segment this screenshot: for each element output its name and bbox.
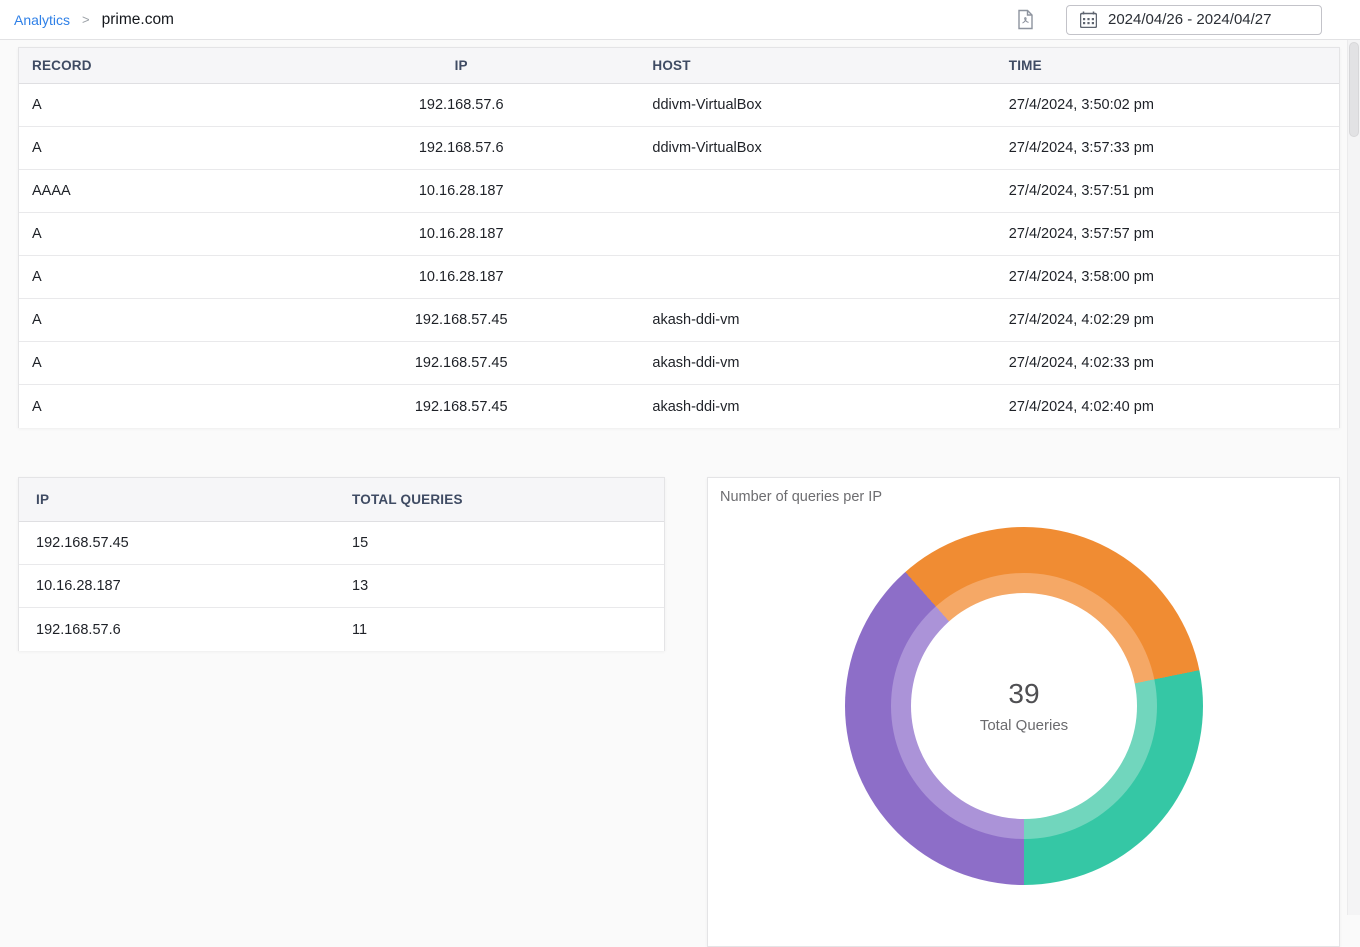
table-row: 192.168.57.6 11 bbox=[19, 608, 664, 651]
record-cell: A bbox=[19, 97, 283, 113]
host-cell: akash-ddi-vm bbox=[639, 312, 995, 328]
queries-donut-chart-card: Number of queries per IP 39 Total Querie… bbox=[707, 477, 1340, 947]
table-row: A 192.168.57.45 akash-ddi-vm 27/4/2024, … bbox=[19, 385, 1339, 428]
export-pdf-button[interactable] bbox=[1014, 8, 1036, 32]
time-cell: 27/4/2024, 4:02:29 pm bbox=[996, 312, 1339, 328]
total-queries-cell: 15 bbox=[335, 535, 664, 551]
ip-cell: 192.168.57.45 bbox=[283, 355, 639, 371]
time-cell: 27/4/2024, 3:57:57 pm bbox=[996, 226, 1339, 242]
ip-cell: 192.168.57.6 bbox=[283, 140, 639, 156]
pdf-file-icon bbox=[1017, 9, 1034, 30]
records-table-header: RECORD IP HOST TIME bbox=[19, 48, 1339, 84]
donut-chart: 39 Total Queries bbox=[845, 527, 1203, 885]
table-row: A 192.168.57.45 akash-ddi-vm 27/4/2024, … bbox=[19, 299, 1339, 342]
host-cell: ddivm-VirtualBox bbox=[639, 97, 995, 113]
time-cell: 27/4/2024, 3:50:02 pm bbox=[996, 97, 1339, 113]
table-row: 10.16.28.187 13 bbox=[19, 565, 664, 608]
record-cell: A bbox=[19, 140, 283, 156]
column-header-ip: IP bbox=[283, 58, 639, 73]
table-row: A 10.16.28.187 27/4/2024, 3:58:00 pm bbox=[19, 256, 1339, 299]
time-cell: 27/4/2024, 3:57:33 pm bbox=[996, 140, 1339, 156]
top-bar: Analytics > prime.com 2024/04/26 - 2024/… bbox=[0, 0, 1360, 40]
record-cell: A bbox=[19, 226, 283, 242]
vertical-scrollbar-track[interactable] bbox=[1347, 40, 1360, 915]
column-header-ip: IP bbox=[19, 492, 335, 507]
queries-table-header: IP TOTAL QUERIES bbox=[19, 478, 664, 522]
table-row: 192.168.57.45 15 bbox=[19, 522, 664, 565]
host-cell: akash-ddi-vm bbox=[639, 355, 995, 371]
record-cell: A bbox=[19, 355, 283, 371]
table-row: A 192.168.57.6 ddivm-VirtualBox 27/4/202… bbox=[19, 127, 1339, 170]
column-header-time: TIME bbox=[996, 58, 1339, 73]
breadcrumb-analytics-link[interactable]: Analytics bbox=[14, 12, 70, 28]
queries-per-ip-card: IP TOTAL QUERIES 192.168.57.45 15 10.16.… bbox=[18, 477, 665, 651]
dns-records-card: RECORD IP HOST TIME A 192.168.57.6 ddivm… bbox=[18, 47, 1340, 428]
record-cell: A bbox=[19, 312, 283, 328]
chart-title: Number of queries per IP bbox=[708, 478, 1339, 505]
ip-cell: 10.16.28.187 bbox=[283, 269, 639, 285]
column-header-host: HOST bbox=[639, 58, 995, 73]
ip-cell: 192.168.57.45 bbox=[283, 399, 639, 415]
record-cell: A bbox=[19, 399, 283, 415]
total-queries-value: 39 bbox=[1008, 678, 1039, 710]
record-cell: A bbox=[19, 269, 283, 285]
record-cell: AAAA bbox=[19, 183, 283, 199]
ip-cell: 10.16.28.187 bbox=[283, 226, 639, 242]
time-cell: 27/4/2024, 3:58:00 pm bbox=[996, 269, 1339, 285]
breadcrumb: Analytics > prime.com bbox=[0, 11, 174, 29]
table-row: AAAA 10.16.28.187 27/4/2024, 3:57:51 pm bbox=[19, 170, 1339, 213]
total-queries-label: Total Queries bbox=[980, 717, 1068, 734]
table-row: A 192.168.57.6 ddivm-VirtualBox 27/4/202… bbox=[19, 84, 1339, 127]
ip-cell: 192.168.57.45 bbox=[283, 312, 639, 328]
breadcrumb-separator: > bbox=[82, 12, 90, 27]
table-row: A 192.168.57.45 akash-ddi-vm 27/4/2024, … bbox=[19, 342, 1339, 385]
host-cell: akash-ddi-vm bbox=[639, 399, 995, 415]
calendar-icon bbox=[1080, 11, 1097, 28]
ip-cell: 192.168.57.6 bbox=[283, 97, 639, 113]
date-range-value: 2024/04/26 - 2024/04/27 bbox=[1108, 11, 1271, 28]
vertical-scrollbar-thumb[interactable] bbox=[1349, 42, 1359, 137]
column-header-total-queries: TOTAL QUERIES bbox=[335, 492, 664, 507]
column-header-record: RECORD bbox=[19, 58, 283, 73]
host-cell: ddivm-VirtualBox bbox=[639, 140, 995, 156]
page-title: prime.com bbox=[102, 11, 174, 29]
time-cell: 27/4/2024, 4:02:33 pm bbox=[996, 355, 1339, 371]
total-queries-cell: 11 bbox=[335, 622, 664, 638]
total-queries-cell: 13 bbox=[335, 578, 664, 594]
ip-cell: 10.16.28.187 bbox=[283, 183, 639, 199]
time-cell: 27/4/2024, 3:57:51 pm bbox=[996, 183, 1339, 199]
ip-cell: 192.168.57.45 bbox=[19, 535, 335, 551]
date-range-picker[interactable]: 2024/04/26 - 2024/04/27 bbox=[1066, 5, 1322, 35]
ip-cell: 10.16.28.187 bbox=[19, 578, 335, 594]
ip-cell: 192.168.57.6 bbox=[19, 622, 335, 638]
table-row: A 10.16.28.187 27/4/2024, 3:57:57 pm bbox=[19, 213, 1339, 256]
time-cell: 27/4/2024, 4:02:40 pm bbox=[996, 399, 1339, 415]
donut-center: 39 Total Queries bbox=[911, 593, 1137, 819]
